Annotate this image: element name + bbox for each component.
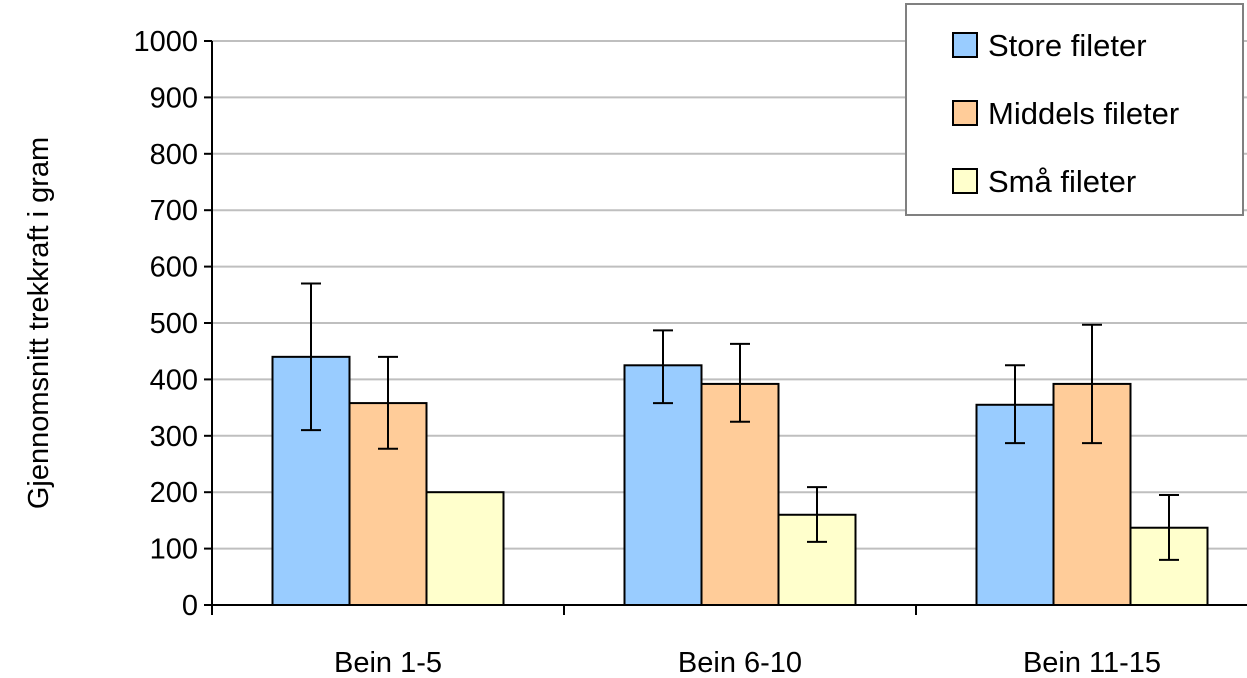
legend-label: Middels fileter — [988, 96, 1179, 131]
y-tick-label: 0 — [182, 590, 198, 622]
y-tick-label: 800 — [150, 139, 198, 171]
y-tick-label: 700 — [150, 195, 198, 227]
y-tick-label: 500 — [150, 308, 198, 340]
y-tick-label: 1000 — [133, 26, 198, 58]
y-tick-label: 600 — [150, 252, 198, 284]
y-axis-title: Gjennomsnitt trekkraft i gram — [23, 137, 55, 509]
y-tick-label: 200 — [150, 477, 198, 509]
x-tick-label: Bein 1-5 — [334, 647, 442, 678]
y-tick-label: 300 — [150, 421, 198, 453]
legend: Store fileter Middels fileter Små fileter — [905, 3, 1244, 216]
bar — [425, 491, 505, 607]
y-tick-label: 100 — [150, 534, 198, 566]
legend-label: Små fileter — [988, 164, 1136, 199]
x-tick-label: Bein 11-15 — [1023, 647, 1161, 678]
error-bars — [301, 282, 1179, 561]
legend-swatch — [952, 32, 978, 58]
legend-swatch — [952, 168, 978, 194]
legend-label: Store fileter — [988, 28, 1147, 63]
y-tick-label: 900 — [150, 82, 198, 114]
axes: 0 100 200 300 400 500 600 700 800 900 1000 Bein 1-5… — [133, 26, 1247, 678]
legend-swatch — [952, 100, 978, 126]
bar — [623, 364, 703, 606]
x-tick-label: Bein 6-10 — [678, 647, 802, 678]
y-tick-label: 400 — [150, 364, 198, 396]
